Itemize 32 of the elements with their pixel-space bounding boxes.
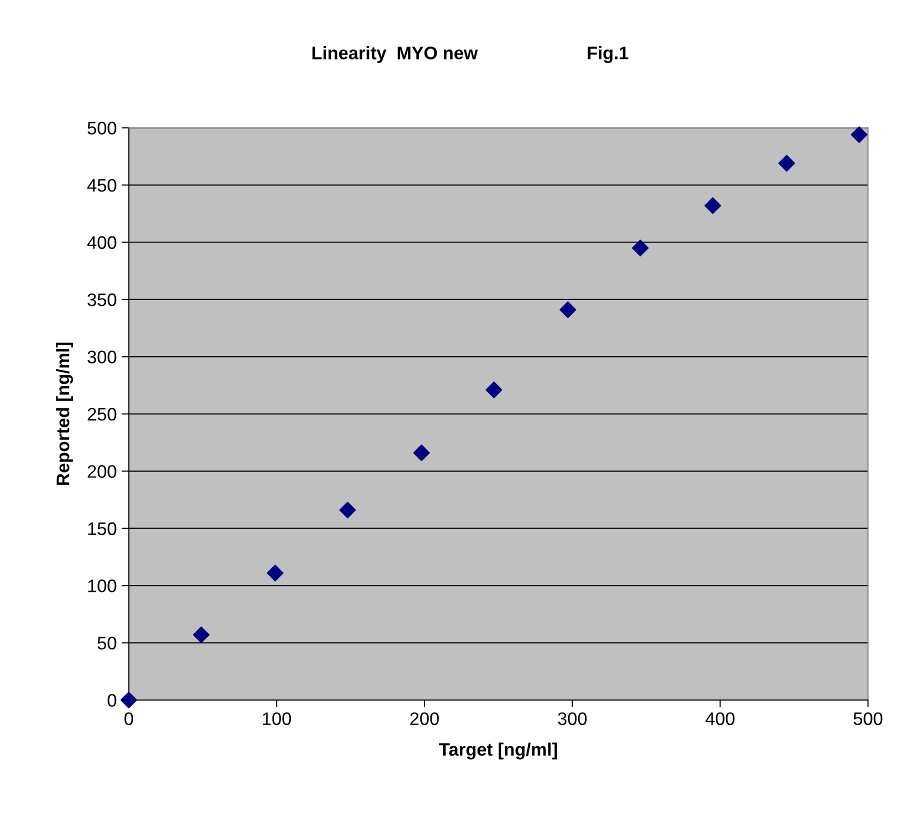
- y-tick-label: 350: [88, 293, 116, 306]
- y-tick-label: 50: [98, 636, 116, 650]
- point: [704, 197, 722, 214]
- x-tick-label: 300: [558, 712, 587, 726]
- x-tick-label: 100: [262, 712, 291, 726]
- point: [413, 444, 430, 462]
- x-tick-label: 400: [706, 712, 735, 726]
- x-tick-label: 200: [410, 712, 439, 726]
- point: [339, 502, 356, 518]
- point: [560, 301, 576, 318]
- point: [778, 154, 795, 172]
- x-axis-title: Target [ng/ml]: [439, 742, 557, 760]
- chart-title: Linearity MYO new: [312, 46, 478, 63]
- y-tick-label: 500: [88, 122, 116, 135]
- x-tick-label: 500: [854, 712, 882, 726]
- point: [486, 382, 502, 398]
- point: [266, 564, 284, 582]
- y-tick-label: 100: [88, 580, 116, 592]
- point: [192, 626, 210, 644]
- y-tick-label: 0: [108, 694, 116, 707]
- x-tick-label: 0: [124, 712, 134, 726]
- y-tick-label: 250: [88, 408, 116, 421]
- caption: Fig.1: [588, 46, 628, 63]
- point: [850, 126, 868, 143]
- y-tick-label: 150: [88, 522, 116, 536]
- point: [120, 692, 138, 708]
- point: [632, 240, 649, 256]
- y-tick-label: 400: [87, 236, 116, 249]
- y-tick-label: 200: [88, 465, 116, 478]
- y-axis-title: Reported [ng/ml]: [56, 342, 73, 485]
- y-tick-label: 450: [87, 178, 116, 192]
- y-tick-label: 300: [88, 350, 116, 364]
